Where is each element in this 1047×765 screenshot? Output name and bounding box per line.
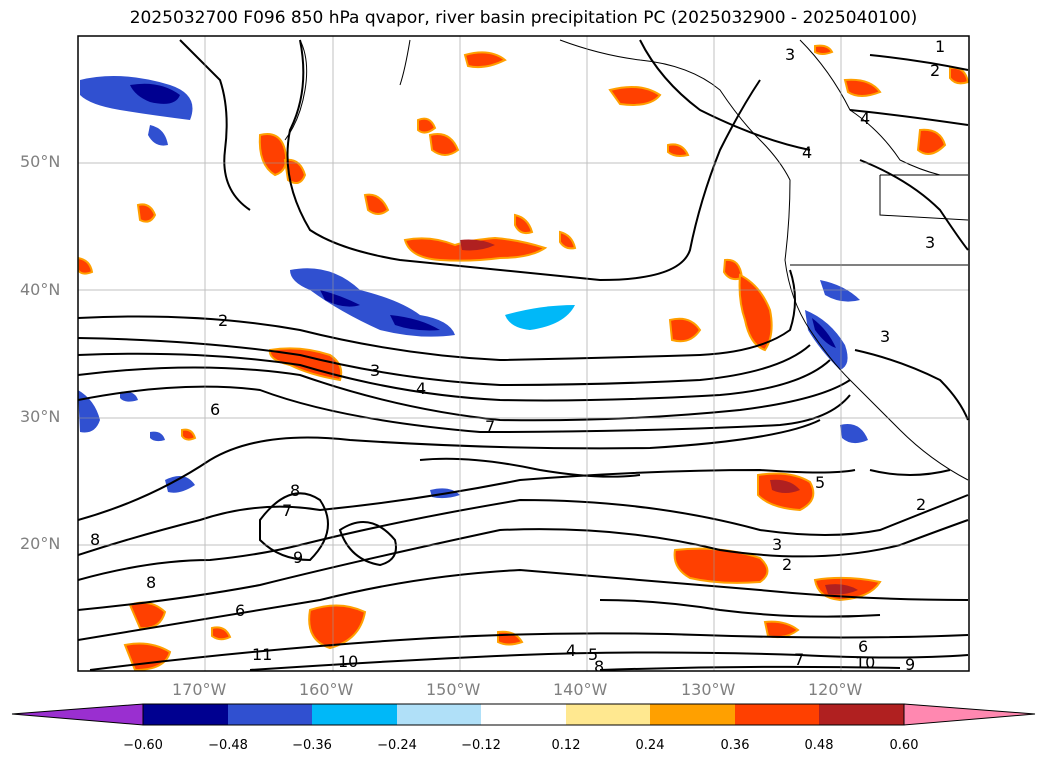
- lon-label: 120°W: [808, 680, 863, 699]
- contour-label: 3: [925, 233, 935, 252]
- colorbar-segment: [228, 704, 312, 725]
- contour-label: 5: [588, 645, 598, 664]
- contour-labels: 1 2 2 2 2 3 3 3 3 3 4 4 4 4 5 5 6 6 6 7 …: [90, 37, 945, 676]
- contour-label: 6: [235, 601, 245, 620]
- colorbar-tick-label: 0.48: [804, 738, 834, 753]
- coastlines: [284, 39, 969, 481]
- colorbar-tick-label: 0.24: [635, 738, 665, 753]
- lat-label: 50°N: [20, 152, 61, 171]
- colorbar-tick-label: 0.36: [720, 738, 750, 753]
- map-frame: [77, 35, 970, 672]
- contour-label: 5: [815, 473, 825, 492]
- gridlines: [78, 36, 969, 671]
- colorbar-tick-label: −0.36: [292, 738, 332, 753]
- contour-label: 7: [282, 501, 292, 520]
- colorbar-segment: [566, 704, 650, 725]
- contour-label: 2: [782, 555, 792, 574]
- colorbar-tick-label: −0.12: [461, 738, 501, 753]
- colorbar-segment: [819, 704, 904, 725]
- contour-label: 1: [935, 37, 945, 56]
- colorbar-low-extension: [11, 703, 144, 726]
- colorbar-segment: [397, 704, 481, 725]
- colorbar-tick-label: −0.60: [123, 738, 163, 753]
- contour-label: 2: [930, 61, 940, 80]
- colorbar-segment: [735, 704, 819, 725]
- lon-label: 170°W: [172, 680, 227, 699]
- lat-label: 20°N: [20, 534, 61, 553]
- contour-label: 3: [772, 535, 782, 554]
- contour-label: 9: [905, 655, 915, 674]
- contour-label: 3: [785, 45, 795, 64]
- lon-label: 130°W: [681, 680, 736, 699]
- colorbar-segment: [650, 704, 735, 725]
- colorbar: [11, 703, 1036, 726]
- contour-label: 7: [485, 417, 495, 436]
- colorbar-tick-label: 0.12: [551, 738, 581, 753]
- contour-label: 8: [290, 481, 300, 500]
- precipitation-positive-blobs: [78, 44, 969, 671]
- colorbar-tick-label: −0.24: [377, 738, 417, 753]
- contour-label: 2: [916, 495, 926, 514]
- contour-label: 4: [566, 641, 576, 660]
- colorbar-high-extension: [903, 703, 1036, 726]
- qvapor-contours: [78, 39, 969, 671]
- colorbar-segment: [143, 704, 228, 725]
- colorbar-tick-label: −0.48: [208, 738, 248, 753]
- contour-label: 2: [218, 311, 228, 330]
- contour-label: 3: [880, 327, 890, 346]
- contour-label: 4: [802, 143, 812, 162]
- lon-label: 150°W: [426, 680, 481, 699]
- lon-label: 160°W: [299, 680, 354, 699]
- contour-label: 10: [855, 653, 875, 672]
- contour-label: 8: [90, 530, 100, 549]
- contour-label: 6: [858, 637, 868, 656]
- contour-label: 10: [338, 652, 358, 671]
- contour-label: 4: [416, 379, 426, 398]
- lat-label: 40°N: [20, 280, 61, 299]
- colorbar-segment: [312, 704, 397, 725]
- colorbar-tick-label: 0.60: [889, 738, 919, 753]
- lon-label: 140°W: [553, 680, 608, 699]
- contour-label: 3: [370, 361, 380, 380]
- contour-label: 8: [594, 657, 604, 676]
- contour-label: 6: [210, 400, 220, 419]
- contour-label: 11: [252, 645, 272, 664]
- colorbar-segment: [481, 704, 566, 725]
- precipitation-negative-blobs: [78, 76, 868, 499]
- contour-label: 9: [293, 548, 303, 567]
- contour-label: 7: [794, 650, 804, 669]
- contour-label: 8: [146, 573, 156, 592]
- lat-label: 30°N: [20, 407, 61, 426]
- map-title: 2025032700 F096 850 hPa qvapor, river ba…: [129, 8, 918, 28]
- contour-label: 4: [860, 109, 870, 128]
